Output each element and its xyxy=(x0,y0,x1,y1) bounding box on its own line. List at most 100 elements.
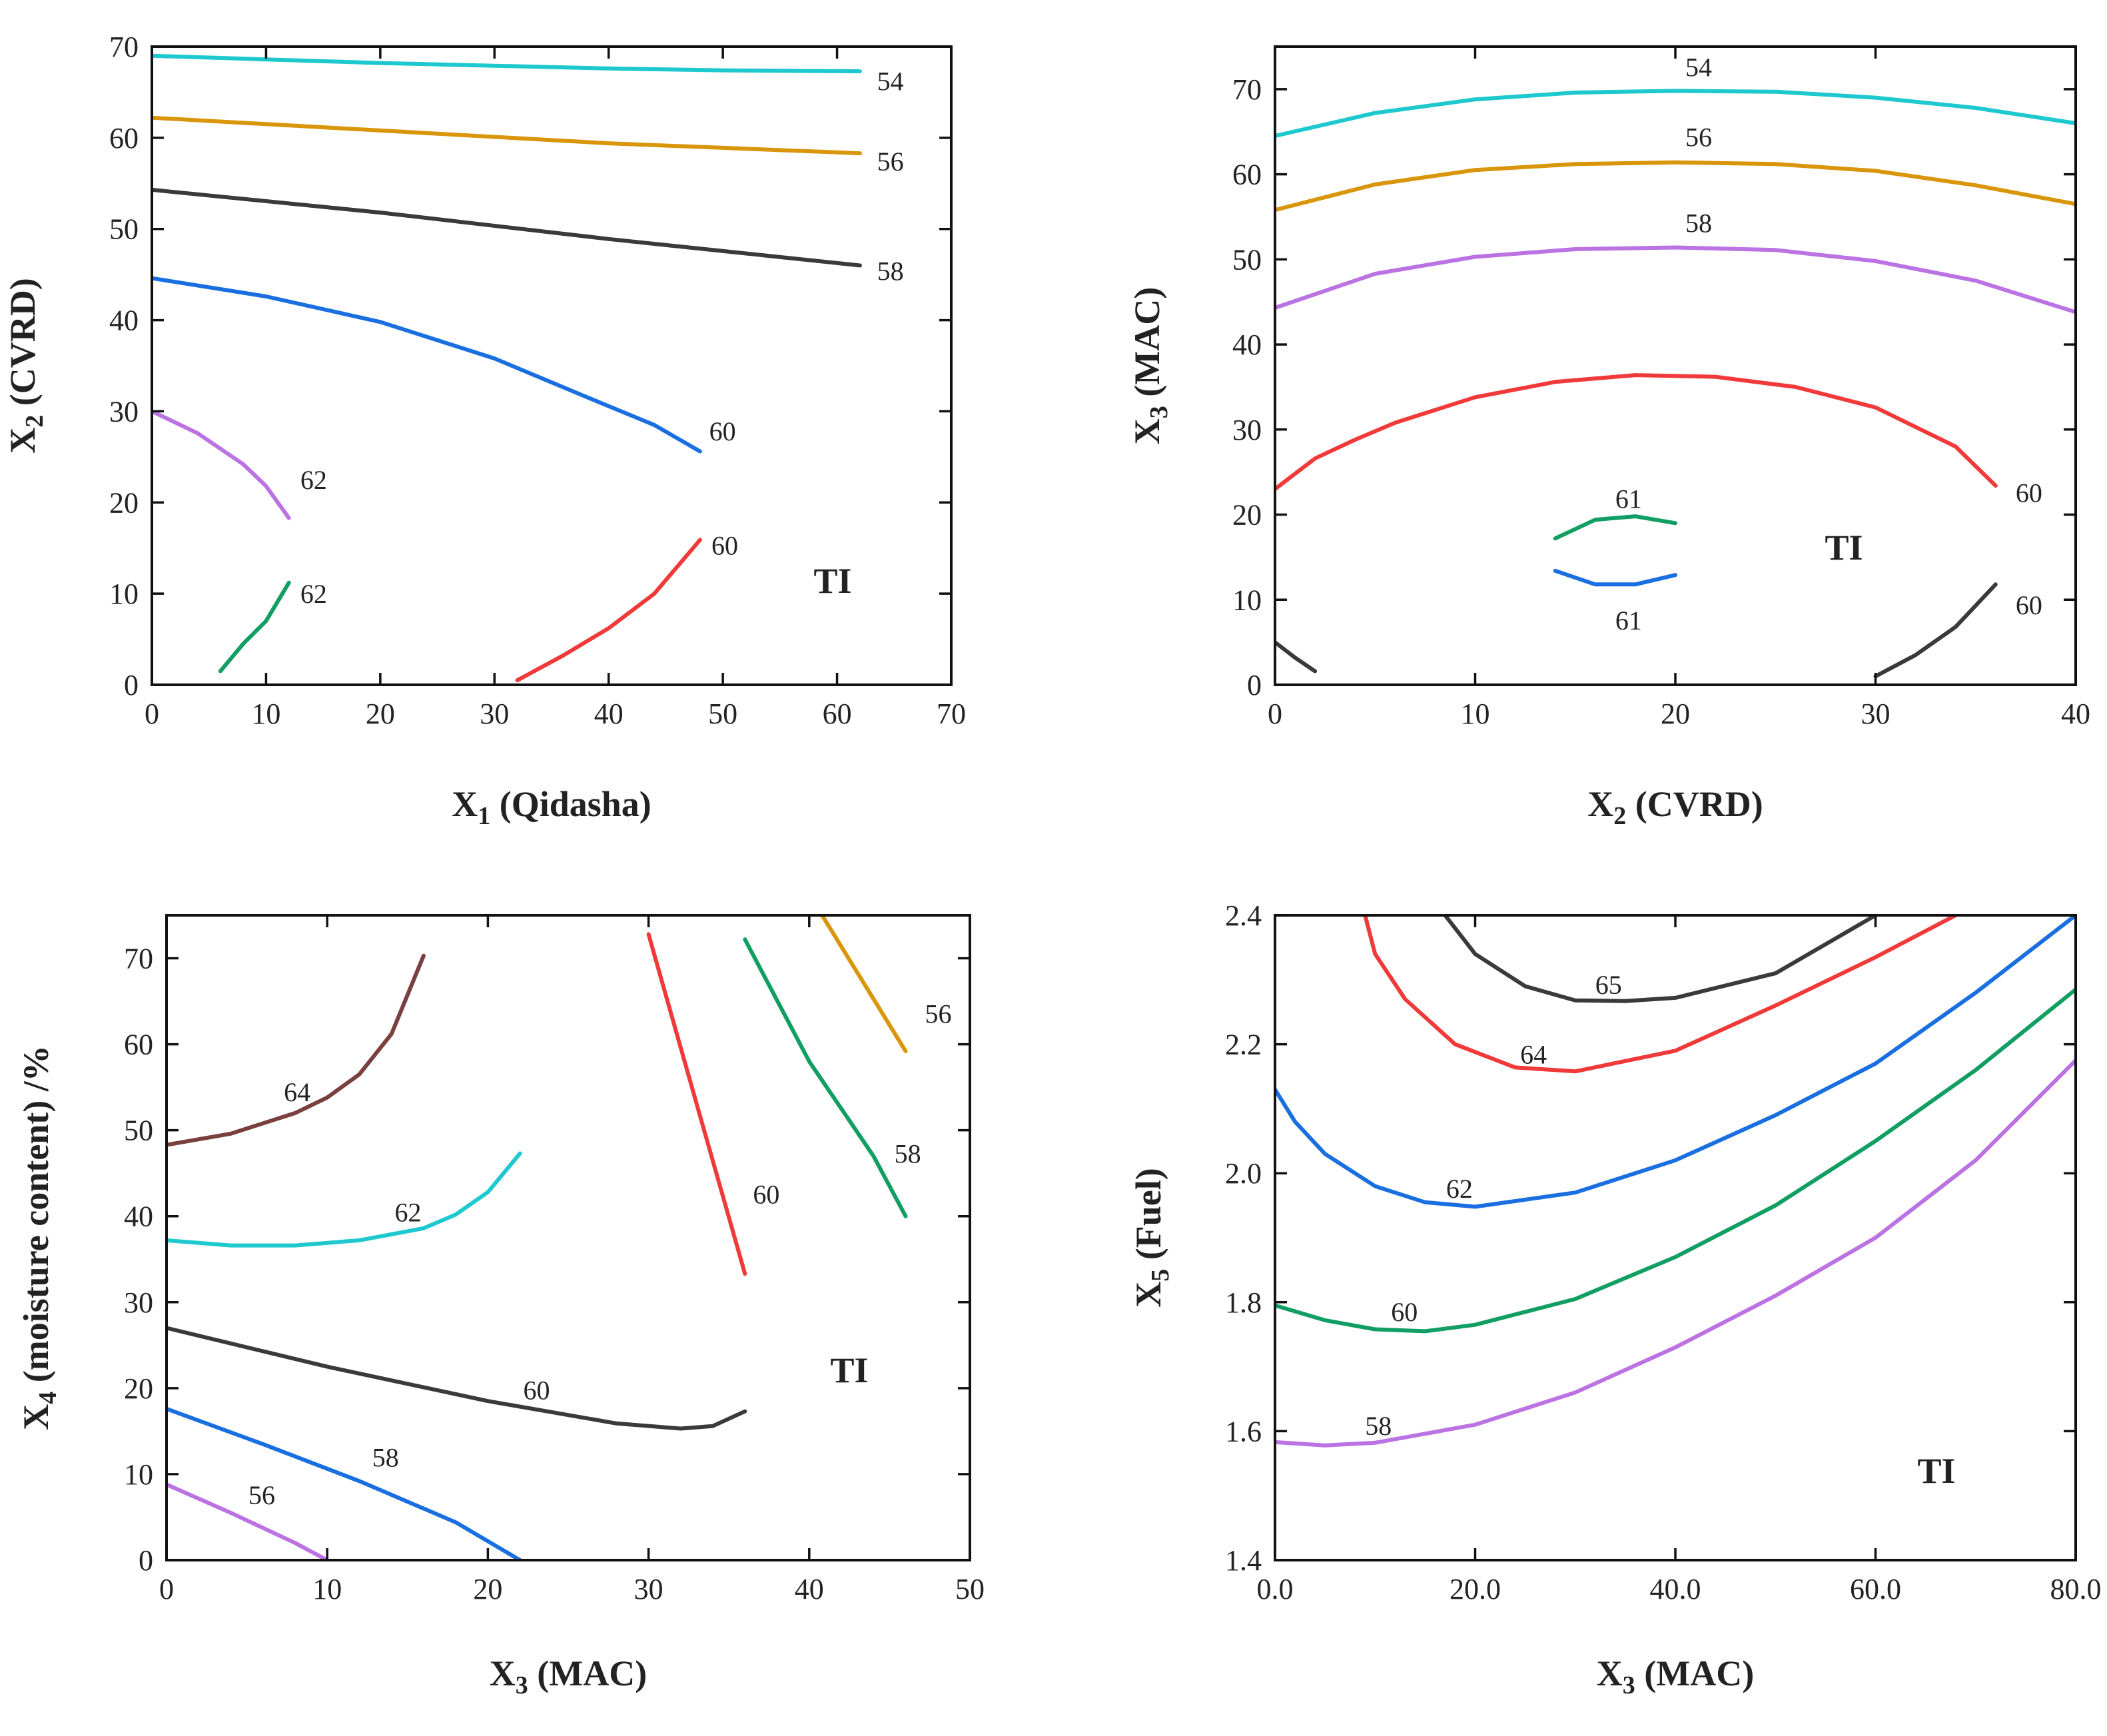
contour-label: 58 xyxy=(895,1139,921,1169)
contour-line-60-red xyxy=(646,932,747,1276)
contour-line-56-purple xyxy=(167,1482,330,1560)
contour-line-58-gray xyxy=(152,187,862,268)
contour-lines xyxy=(167,915,908,1560)
contour-label: 56 xyxy=(248,1480,275,1510)
x-tick-label: 20.0 xyxy=(1450,1573,1501,1605)
chart-panel-2: 0 10 20 30 40 0 10 20 30 40 50 60 70 54 56 58 60 61 61 60 TI… xyxy=(1127,45,2090,830)
y-tick-label: 50 xyxy=(1232,243,1262,276)
contour-label: 62 xyxy=(300,579,327,609)
contour-label: 62 xyxy=(300,465,327,495)
contour-label: 58 xyxy=(1685,208,1712,238)
chart-panel-4: 0.0 20.0 40.0 60.0 80.0 1.4 1.6 1.8 2.0 2.2 2.4 65 6… xyxy=(1128,899,2102,1699)
contour-label: 60 xyxy=(753,1179,779,1209)
contour-label: 56 xyxy=(877,147,904,177)
y-tick-label: 30 xyxy=(1232,414,1262,446)
y-axis-title: X4 (moisture content) /% xyxy=(16,1045,62,1430)
y-tick-label: 2.2 xyxy=(1225,1029,1262,1061)
contour-line-58-purple xyxy=(1275,1058,2076,1448)
chart-panel-1: 0 10 20 30 40 50 60 70 0 10 20 30 40 50 60 70 54 56 58 60 62… xyxy=(3,31,966,830)
y-tick-label: 60 xyxy=(124,1029,153,1061)
contour-line-56-orange xyxy=(152,115,862,156)
contour-label: 56 xyxy=(1685,122,1712,152)
plot-frame xyxy=(1274,45,2077,686)
x-tick-label: 0 xyxy=(145,697,159,730)
contour-label: 58 xyxy=(372,1442,399,1472)
plot-frame xyxy=(165,914,971,1561)
contour-line-58-purple xyxy=(1275,245,2076,314)
contour-label: 58 xyxy=(1365,1411,1392,1441)
contour-line-61-green xyxy=(1553,514,1677,541)
contour-label: 54 xyxy=(1685,53,1712,83)
contour-line-60-red xyxy=(1275,373,1998,492)
x-tick-label: 10 xyxy=(1461,697,1490,730)
y-axis-title: X5 (Fuel) xyxy=(1128,1168,1174,1307)
x-tick-label: 20 xyxy=(1661,697,1690,730)
x-tick-label: 60.0 xyxy=(1850,1573,1901,1605)
y-tick-label: 60 xyxy=(1232,159,1262,191)
x-axis-title: X1 (Qidasha) xyxy=(452,784,651,830)
contour-line-60-gray xyxy=(1873,582,1998,679)
plot-frame xyxy=(151,45,953,686)
y-tick-label: 1.4 xyxy=(1225,1544,1262,1577)
contour-line-62-purple xyxy=(152,409,291,520)
contour-label: 61 xyxy=(1615,606,1642,636)
contour-line-60-gray xyxy=(167,1326,747,1431)
y-axis-title: X3 (MAC) xyxy=(1127,287,1173,444)
x-tick-label: 80.0 xyxy=(2050,1573,2102,1605)
x-tick-label: 70 xyxy=(937,697,966,730)
y-tick-label: 70 xyxy=(1232,73,1262,106)
x-tick-label: 40.0 xyxy=(1650,1573,1701,1605)
contour-line-58-blue xyxy=(167,1406,522,1560)
contour-line-60-blue xyxy=(152,276,702,454)
contour-line-65-gray xyxy=(1443,915,1878,1003)
x-tick-label: 30 xyxy=(634,1573,663,1605)
contour-label: 62 xyxy=(1446,1174,1473,1204)
y-tick-label: 40 xyxy=(1232,328,1262,361)
y-tick-label: 10 xyxy=(109,578,139,610)
y-tick-label: 40 xyxy=(109,304,139,337)
contour-line-unlabeled-gray xyxy=(1275,640,1318,673)
contour-line-60-red xyxy=(515,538,702,683)
contour-line-62-green xyxy=(218,580,291,673)
contour-label: 60 xyxy=(709,416,736,446)
contour-lines xyxy=(1275,89,2076,679)
contour-line-54-cyan xyxy=(152,53,862,73)
contour-line-56-orange xyxy=(1275,160,2076,213)
contour-label: 62 xyxy=(395,1197,422,1227)
panel-title: TI xyxy=(1917,1451,1955,1491)
contour-label: 60 xyxy=(2016,478,2042,508)
contour-label: 65 xyxy=(1595,970,1622,1000)
contour-line-60-green xyxy=(1275,987,2076,1334)
panel-title: TI xyxy=(1825,528,1863,568)
y-tick-label: 70 xyxy=(124,943,153,975)
panel-title: TI xyxy=(830,1350,868,1390)
contour-line-62-cyan xyxy=(167,1151,522,1248)
contour-line-61-blue xyxy=(1553,568,1677,587)
y-tick-label: 30 xyxy=(124,1286,153,1319)
y-tick-label: 2.0 xyxy=(1225,1157,1262,1190)
y-tick-label: 70 xyxy=(109,31,139,63)
contour-label: 56 xyxy=(925,999,951,1029)
y-tick-label: 30 xyxy=(109,395,139,428)
contour-lines xyxy=(152,53,862,683)
x-tick-label: 50 xyxy=(708,697,737,730)
y-tick-label: 1.8 xyxy=(1225,1286,1262,1319)
contour-label: 60 xyxy=(1391,1297,1418,1327)
x-tick-label: 60 xyxy=(823,697,852,730)
contour-label: 60 xyxy=(2016,590,2042,620)
contour-label: 60 xyxy=(523,1376,550,1406)
x-axis-title: X3 (MAC) xyxy=(1597,1653,1754,1699)
y-tick-label: 20 xyxy=(124,1372,153,1405)
y-tick-label: 50 xyxy=(109,213,139,246)
x-tick-label: 40 xyxy=(594,697,624,730)
contour-label: 58 xyxy=(877,256,904,286)
x-tick-label: 30 xyxy=(480,697,509,730)
panel-title: TI xyxy=(813,561,851,601)
contour-label: 54 xyxy=(877,67,904,97)
contour-label: 60 xyxy=(711,530,738,560)
y-tick-label: 50 xyxy=(124,1114,153,1147)
x-tick-label: 0 xyxy=(159,1573,174,1605)
y-tick-label: 60 xyxy=(109,122,139,155)
contour-line-62-blue xyxy=(1275,915,2076,1209)
